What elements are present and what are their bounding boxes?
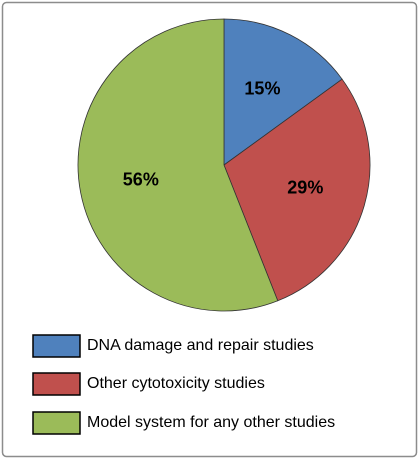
pie-slice	[223, 18, 343, 166]
value-label: 29%	[287, 177, 323, 197]
legend-label: DNA damage and repair studies	[87, 337, 314, 354]
value-label: 15%	[244, 78, 280, 98]
legend-swatch	[32, 372, 81, 396]
legend-swatch	[32, 411, 81, 435]
legend-swatch	[32, 334, 81, 358]
pie-slice	[223, 78, 371, 302]
legend-label: Model system for any other studies	[87, 414, 335, 431]
pie-slice	[77, 18, 279, 312]
value-label: 56%	[123, 170, 159, 190]
legend-label: Other cytotoxicity studies	[87, 375, 265, 392]
